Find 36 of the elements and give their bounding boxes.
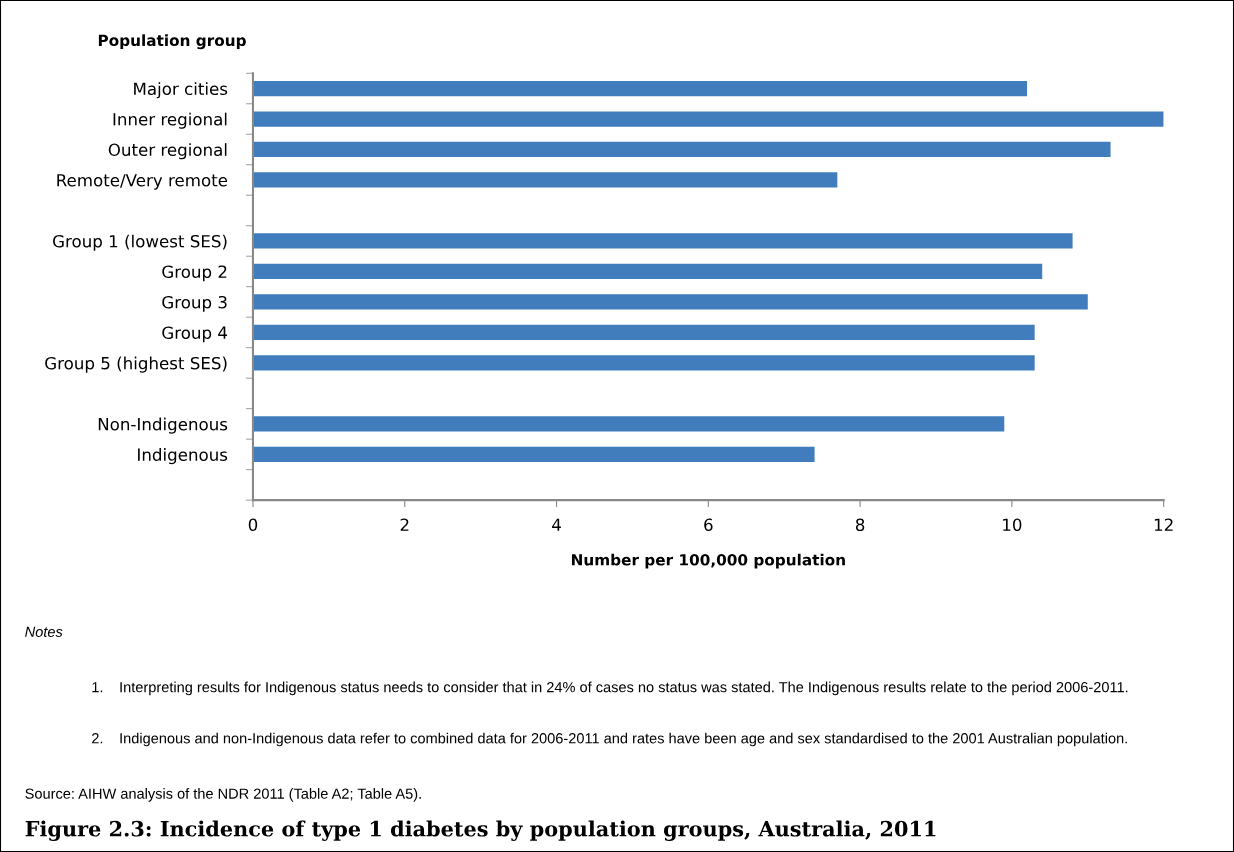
y-tick-label: Non-Indigenous xyxy=(98,417,228,434)
text: 1. Interpreting results for Indigenous status needs to consider that in 24% of cases no status was stated. The Indigenous results relate to the period 2006-2011. xyxy=(92,681,1128,696)
bar xyxy=(252,416,1005,432)
y-tick-label: Group 4 xyxy=(162,326,228,343)
y-tick-label: Group 3 xyxy=(162,295,227,312)
text: 2. Indigenous and non-Indigenous data refer to combined data for 2006-2011 and rates have been age and sex standardised to the 2001 Australian population. xyxy=(92,732,1127,747)
source-note: Source: AIHW analysis of the NDR 2011 (Table A2; Table A5). xyxy=(25,788,421,802)
x-tick-label: 0 xyxy=(248,518,258,532)
x-tick-label: 4 xyxy=(552,518,561,531)
y-axis-title: Population group xyxy=(98,34,246,50)
bar xyxy=(252,80,1028,97)
x-tick-label: 10 xyxy=(1003,518,1022,532)
bar xyxy=(252,233,1073,249)
text: Figure 2.3: Incidence of type 1 diabetes by population groups, Australia, 2011 xyxy=(25,820,936,841)
bar xyxy=(252,294,1088,310)
x-tick-label: 6 xyxy=(704,518,713,532)
x-axis-title: Number per 100,000 population xyxy=(571,553,845,569)
bar xyxy=(252,263,1043,280)
text: Notes xyxy=(25,626,63,637)
y-tick-label: Group 2 xyxy=(162,265,227,282)
y-tick-label: Remote/Very remote xyxy=(57,174,228,190)
x-tick-label: 12 xyxy=(1154,518,1173,531)
bar xyxy=(252,141,1111,158)
bar xyxy=(252,111,1164,127)
bar xyxy=(252,355,1035,371)
x-tick-label: 2 xyxy=(400,518,409,531)
bar xyxy=(252,446,815,463)
y-tick-label: Outer regional xyxy=(108,143,227,160)
y-tick-label: Inner regional xyxy=(113,112,227,129)
bar xyxy=(252,172,838,188)
y-tick-label: Major cities xyxy=(134,82,228,99)
y-tick-label: Group 1 (lowest SES) xyxy=(53,234,227,251)
bar xyxy=(252,324,1035,341)
x-tick-label: 8 xyxy=(855,518,865,532)
y-tick-label: Group 5 (highest SES) xyxy=(45,356,227,373)
y-tick-label: Indigenous xyxy=(138,448,228,465)
